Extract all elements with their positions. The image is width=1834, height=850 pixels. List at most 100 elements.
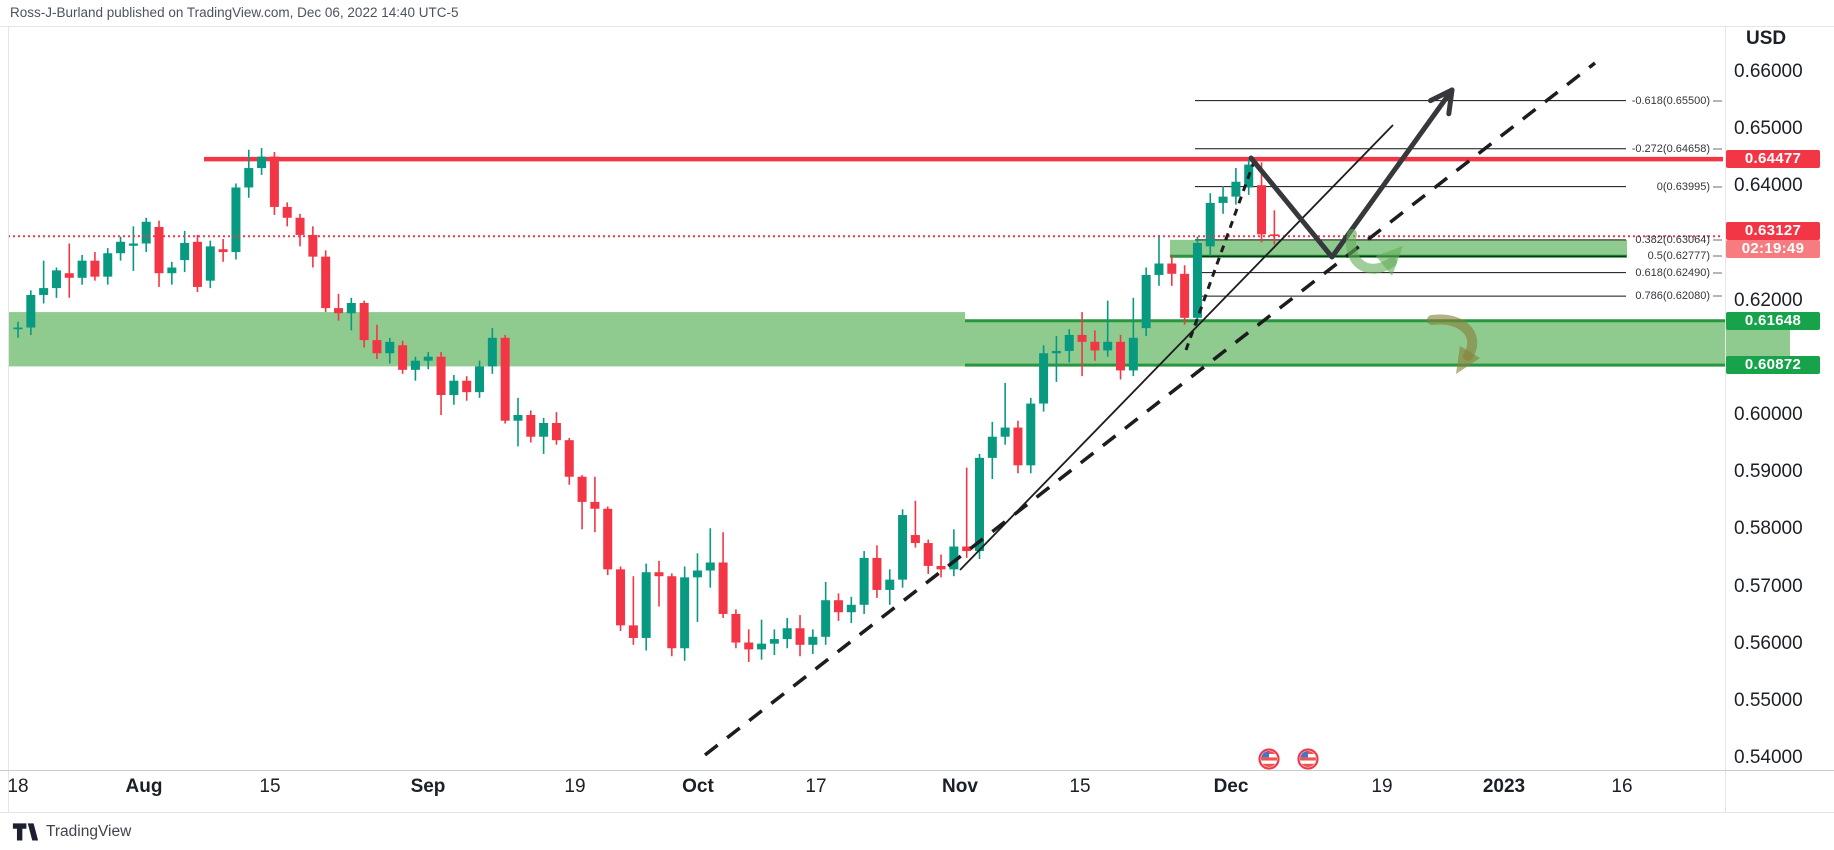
event-flag-us[interactable] [1258,748,1280,770]
candle-body [257,156,267,169]
candle-body [269,156,279,207]
long-dashed-trendline[interactable] [703,61,1597,757]
price-label: 0.57000 [1734,575,1803,597]
header-separator [0,26,1834,27]
candle-body [449,380,459,395]
candle-body [692,570,702,578]
candle-body [90,260,100,277]
tradingview-logo-icon [12,823,39,841]
candle-body [1103,341,1113,351]
candle-body [744,642,754,650]
price-label: 0.55000 [1734,689,1803,711]
candle-body [1257,185,1267,235]
candle-body [231,187,241,253]
bearish-curved-arrow-head [1456,346,1480,374]
candle-body [1090,341,1100,351]
bullish-curved-arrow [1346,229,1403,276]
candle-body [26,294,36,328]
candle-body [718,562,728,614]
candle-body [1218,196,1228,203]
candle-body [628,625,638,638]
candle-body [975,457,984,552]
candle-body [321,256,331,309]
candle-body [1013,427,1023,466]
candle-body [154,226,164,274]
candle-body [603,508,613,570]
time-label: Oct [682,776,714,797]
fib-label: -0.272(0.64658) [1631,142,1710,155]
price-label: 0.66000 [1734,61,1803,82]
candle-body [372,340,382,354]
fib-axis-tick [1713,148,1722,150]
candle-body [1116,341,1126,371]
price-label: 0.59000 [1734,461,1803,483]
candle-body [987,436,997,458]
candle-body [526,415,536,437]
steep-dashed-trendline[interactable] [1184,155,1258,351]
candle-body [872,557,882,590]
price-label: 0.60000 [1734,404,1803,425]
time-label: 19 [564,776,586,797]
candle-body [705,562,715,571]
time-label: Nov [942,776,978,797]
candle-body [1205,202,1215,247]
candle-body [616,569,626,626]
fib-label: 0.786(0.62080) [1635,290,1710,303]
bullish-curved-arrow-head [1376,246,1403,276]
candle-body [1077,334,1087,342]
candle-body [500,337,510,421]
candle-body [180,242,190,261]
fib-axis-tick [1713,295,1722,297]
candle-body [833,600,843,613]
candle-body [590,501,600,509]
fib-axis-tick [1713,255,1722,257]
bearish-curved-arrow [1427,314,1480,374]
fib-retracement[interactable] [1195,100,1626,297]
candle-body [1154,263,1164,275]
tradingview-logo[interactable]: TradingView [12,821,131,842]
resistance-price-badge: 0.64477 [1726,150,1820,169]
candle-body [923,543,933,566]
candle-body [859,557,869,605]
support-band [8,312,965,367]
support-resistance-zones [8,239,1790,367]
candle-body [167,267,177,274]
candle-body [680,577,690,649]
candle-body [346,302,356,314]
currency-label: USD [1746,28,1787,49]
projection-arrowhead [1428,87,1455,104]
event-flag-us[interactable] [1297,748,1319,770]
fib-axis-tick [1713,186,1722,188]
candle-body [782,628,792,640]
support-zone-box [965,320,1790,366]
time-axis-separator [0,770,1834,771]
candle-body [128,243,138,246]
candle-body [1026,403,1036,466]
candle-body [436,356,446,395]
candle-body [731,613,741,643]
candle-body [462,380,472,393]
candle-body [295,217,305,235]
time-label: 16 [1611,776,1633,797]
candle-body [475,366,485,393]
candle-body [795,628,805,645]
candle-body [334,308,343,314]
fib-axis-tick [1713,239,1722,241]
projection-zigzag-arrow[interactable] [1248,87,1455,260]
candle-body [1064,334,1074,351]
candle-body [936,565,946,570]
time-label: 19 [1371,776,1393,797]
candle-body [577,476,587,502]
candle-body [910,535,920,544]
candle-body [551,423,561,441]
fib-label: 0.618(0.62490) [1635,266,1710,279]
price-label: 0.62000 [1734,289,1803,311]
candle-body [1039,353,1049,404]
rising-solid-trendline[interactable] [959,124,1394,571]
candle-body [51,270,61,289]
fib-label: -0.618(0.65500) [1631,94,1710,107]
price-label: 0.56000 [1734,632,1803,654]
plot-left-border [8,26,9,812]
price-label: 0.58000 [1734,518,1803,540]
